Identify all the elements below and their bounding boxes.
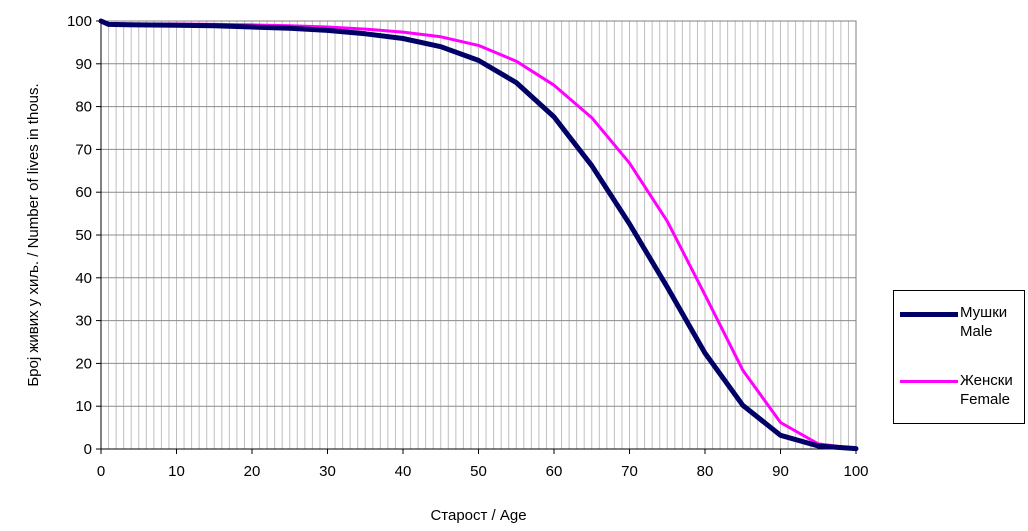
y-tick-label: 70 bbox=[75, 141, 92, 158]
y-tick-label: 50 bbox=[75, 227, 92, 244]
legend-label-male-line2: Male bbox=[960, 323, 993, 340]
x-tick-label: 30 bbox=[319, 463, 336, 480]
y-tick-label: 10 bbox=[75, 398, 92, 415]
legend-item-male: Мушки Male bbox=[900, 303, 1007, 341]
legend-swatch-male bbox=[900, 312, 958, 317]
y-tick-label: 20 bbox=[75, 355, 92, 372]
legend-label-female-line1: Женски bbox=[960, 372, 1013, 389]
x-tick-label: 0 bbox=[97, 463, 105, 480]
x-axis-ticks: 0 10 20 30 40 50 60 70 80 90 100 bbox=[97, 449, 869, 480]
y-axis-title: Број живих у хиљ. / Number of lives in t… bbox=[25, 83, 42, 386]
x-tick-label: 20 bbox=[244, 463, 261, 480]
y-tick-label: 80 bbox=[75, 99, 92, 116]
y-tick-label: 30 bbox=[75, 313, 92, 330]
y-axis-ticks: 0 10 20 30 40 50 60 70 80 90 100 bbox=[67, 13, 101, 458]
horizontal-gridlines bbox=[101, 63, 856, 407]
x-tick-label: 10 bbox=[168, 463, 185, 480]
legend-swatch-female bbox=[900, 380, 958, 383]
legend-label-male-line1: Мушки bbox=[960, 304, 1008, 321]
x-tick-label: 80 bbox=[697, 463, 714, 480]
x-tick-label: 50 bbox=[470, 463, 487, 480]
x-tick-label: 60 bbox=[546, 463, 563, 480]
y-tick-label: 60 bbox=[75, 184, 92, 201]
series-lines bbox=[98, 18, 859, 452]
y-tick-label: 90 bbox=[75, 56, 92, 73]
legend-label-female-line2: Female bbox=[960, 391, 1011, 408]
x-axis-title: Старост / Age bbox=[430, 507, 526, 524]
legend-label-female: Женски Female bbox=[960, 371, 1013, 409]
legend-label-male: Мушки Male bbox=[960, 303, 1007, 341]
y-tick-label: 0 bbox=[84, 441, 92, 458]
series-line-male bbox=[98, 18, 859, 452]
y-tick-label: 40 bbox=[75, 270, 92, 287]
x-tick-label: 70 bbox=[621, 463, 638, 480]
x-tick-label: 90 bbox=[772, 463, 789, 480]
x-tick-label: 100 bbox=[843, 463, 868, 480]
x-tick-label: 40 bbox=[395, 463, 412, 480]
legend: Мушки Male Женски Female bbox=[893, 290, 1025, 424]
y-tick-label: 100 bbox=[67, 13, 92, 30]
legend-item-female: Женски Female bbox=[900, 371, 1013, 409]
